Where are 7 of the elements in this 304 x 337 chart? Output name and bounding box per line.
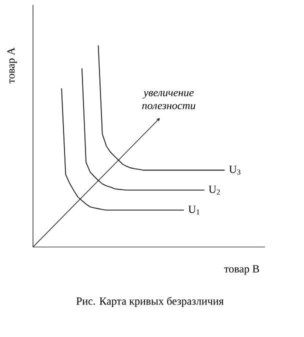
annotation: увеличение полезности (142, 90, 196, 110)
y-axis-title: товар А (7, 48, 17, 84)
series-label: U$_{2}$ (208, 186, 220, 195)
text: Рис. Карта кривых безразличия (76, 296, 224, 308)
series-label: U$_{3}$ (229, 166, 240, 175)
x-axis-title: товар В (224, 265, 260, 275)
series-label: U$_{1}$ (188, 206, 200, 214)
